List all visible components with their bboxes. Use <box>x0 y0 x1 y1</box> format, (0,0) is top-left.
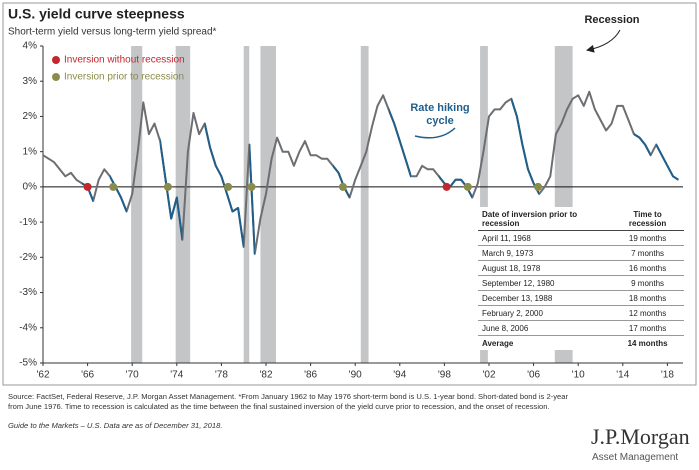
recession-band <box>175 46 191 363</box>
x-tick-label: '98 <box>438 370 451 381</box>
recession-arrow <box>586 29 621 53</box>
footer-cell: 14 months <box>611 335 684 350</box>
recession-band <box>260 46 277 363</box>
table-row: August 18, 1978 16 months <box>478 260 684 276</box>
table-cell: 19 months <box>611 230 684 246</box>
guide-note: Guide to the Markets – U.S. Data are as … <box>8 421 223 430</box>
legend-dot <box>52 73 60 81</box>
legend-label: Inversion prior to recession <box>64 72 184 83</box>
x-tick-label: '74 <box>170 370 183 381</box>
x-tick-label: '10 <box>572 370 585 381</box>
table-cell: 16 months <box>611 260 684 276</box>
hiking-label: Rate hiking cycle <box>410 102 469 127</box>
inversion-dot <box>247 182 256 191</box>
table-cell: 9 months <box>611 275 684 291</box>
y-tick-label: -1% <box>19 217 37 228</box>
inversion-dot <box>338 182 347 191</box>
table-header: Date of inversion prior to recession Tim… <box>478 207 684 231</box>
y-tick-label: -5% <box>19 358 37 369</box>
y-tick-label: 4% <box>23 41 38 52</box>
x-tick-label: '78 <box>215 370 228 381</box>
inversion-dot <box>109 182 118 191</box>
table-row: September 12, 1980 9 months <box>478 275 684 291</box>
header-cell: Date of inversion prior to recession <box>478 207 612 231</box>
table-cell: 12 months <box>611 305 684 321</box>
inversion-dot <box>163 182 172 191</box>
table-cell: September 12, 1980 <box>478 275 612 291</box>
x-tick-label: '86 <box>304 370 317 381</box>
table-row: December 13, 1988 18 months <box>478 290 684 306</box>
table-row: February 2, 2000 12 months <box>478 305 684 321</box>
table-cell: 18 months <box>611 290 684 306</box>
chart-subtitle: Short-term yield versus long-term yield … <box>8 27 217 38</box>
inversion-dot <box>83 182 92 191</box>
logo: J.P.Morgan <box>591 424 690 449</box>
legend-dot <box>52 56 60 64</box>
table-cell: 7 months <box>611 245 684 261</box>
x-tick-label: '18 <box>661 370 674 381</box>
y-tick-label: 3% <box>23 76 38 87</box>
header-cell: Time to recession <box>611 207 684 231</box>
x-tick-label: '82 <box>259 370 272 381</box>
y-tick-label: 1% <box>23 146 38 157</box>
table-cell: February 2, 2000 <box>478 305 612 321</box>
footer-cell: Average <box>478 335 612 350</box>
table-row: March 9, 1973 7 months <box>478 245 684 261</box>
legend-label: Inversion without recession <box>64 55 185 66</box>
recession-band <box>360 46 369 363</box>
table-footer: Average 14 months <box>478 335 684 350</box>
spread-line <box>42 90 680 255</box>
table-row: April 11, 1968 19 months <box>478 230 684 246</box>
y-tick-label: 0% <box>23 182 38 193</box>
inversion-dot <box>534 182 543 191</box>
frame <box>2 2 697 386</box>
y-tick-label: -3% <box>19 287 37 298</box>
x-tick-label: '02 <box>482 370 495 381</box>
y-tick-label: -2% <box>19 252 37 263</box>
chart-title: U.S. yield curve steepness <box>8 6 185 22</box>
recession-label: Recession <box>584 14 639 26</box>
x-tick-label: '70 <box>126 370 139 381</box>
y-tick-label: 2% <box>23 111 38 122</box>
x-tick-label: '62 <box>36 370 49 381</box>
hiking-arrow <box>414 127 456 139</box>
inversion-dot <box>463 182 472 191</box>
table-body: April 11, 1968 19 months March 9, 1973 7 mo… <box>478 230 684 336</box>
inversion-dot <box>442 182 451 191</box>
table-cell: December 13, 1988 <box>478 290 612 306</box>
y-tick-label: -4% <box>19 322 37 333</box>
recession-band <box>480 46 488 363</box>
x-tick-label: '66 <box>81 370 94 381</box>
x-tick-label: '06 <box>527 370 540 381</box>
table-cell: April 11, 1968 <box>478 230 612 246</box>
source-note: Source: FactSet, Federal Reserve, J.P. M… <box>8 392 568 411</box>
x-tick-label: '94 <box>393 370 406 381</box>
inversion-table: Date of inversion prior to recession Tim… <box>478 207 684 350</box>
x-tick-label: '14 <box>616 370 629 381</box>
table-row: June 8, 2006 17 months <box>478 320 684 336</box>
table-cell: March 9, 1973 <box>478 245 612 261</box>
table-cell: August 18, 1978 <box>478 260 612 276</box>
x-tick-label: '90 <box>349 370 362 381</box>
recession-band <box>131 46 143 363</box>
table-cell: June 8, 2006 <box>478 320 612 336</box>
inversion-dot <box>224 182 233 191</box>
logo-subtitle: Asset Management <box>592 452 679 463</box>
table-cell: 17 months <box>611 320 684 336</box>
